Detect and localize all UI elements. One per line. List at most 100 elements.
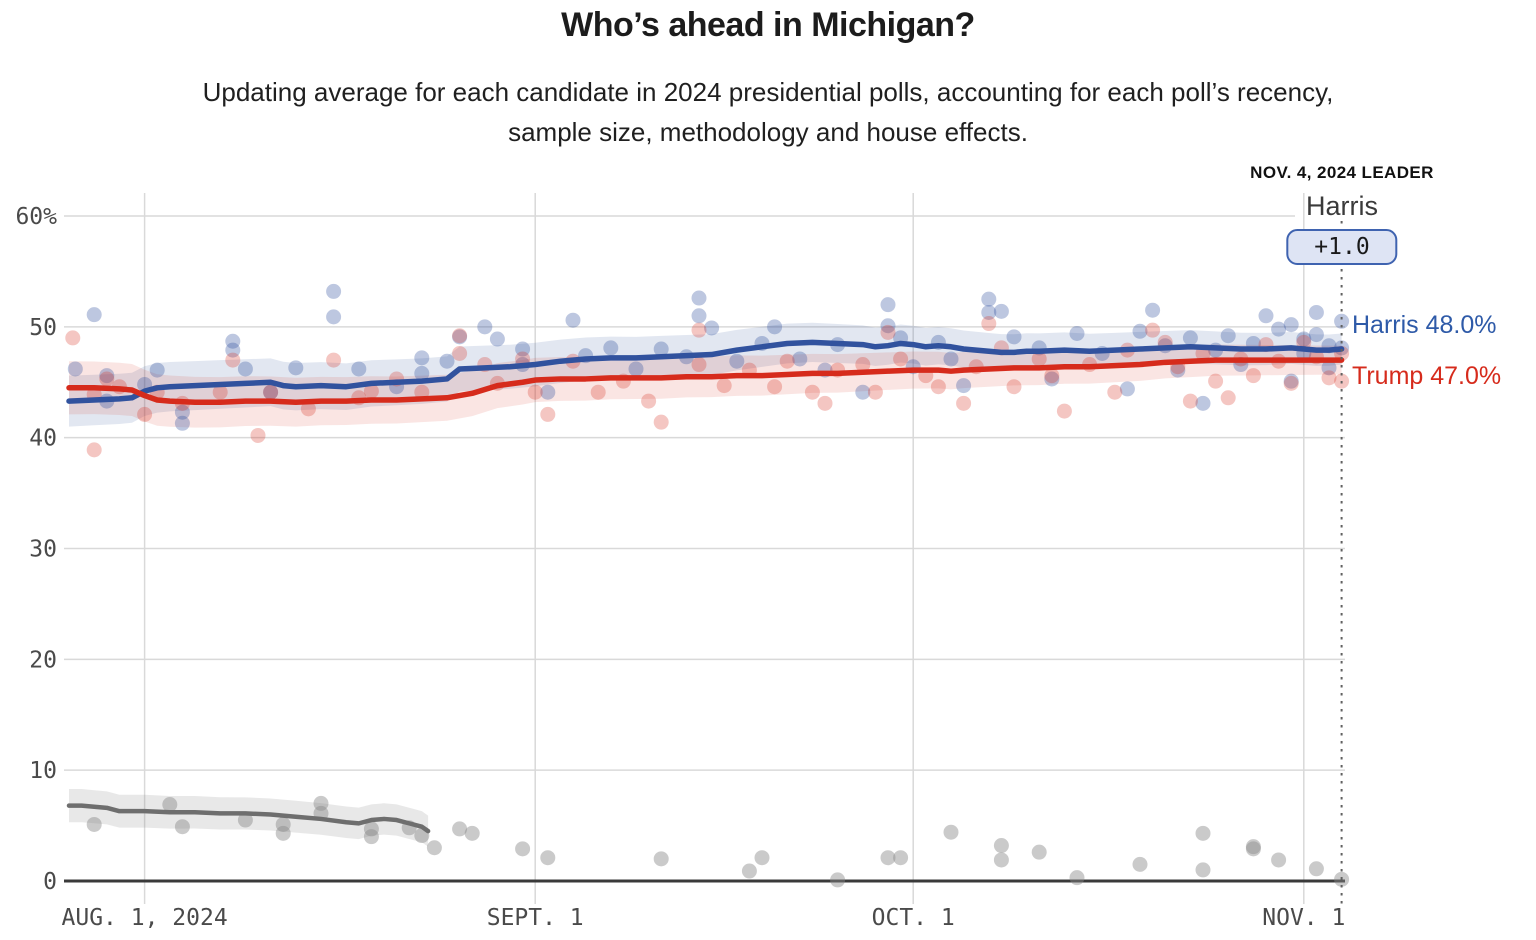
trump-poll-dot: [527, 384, 543, 400]
harris-poll-dot: [880, 297, 896, 313]
harris-poll-dot: [1044, 371, 1060, 387]
harris-poll-dot: [1296, 331, 1312, 347]
kennedy-poll-dot: [1195, 825, 1211, 841]
trump-poll-dot: [1031, 351, 1047, 367]
harris-poll-dot: [956, 378, 972, 394]
harris-poll-dot: [1271, 321, 1287, 337]
harris-poll-dot: [1132, 323, 1148, 339]
harris-poll-dot: [414, 350, 430, 366]
kennedy-poll-dot: [363, 821, 379, 837]
y-tick-label-40: 40: [29, 426, 57, 452]
subtitle-line-1: Updating average for each candidate in 2…: [202, 77, 1334, 107]
trump-poll-dot: [1220, 390, 1236, 406]
trump-poll-dot: [225, 352, 241, 368]
trump-poll-dot: [855, 357, 871, 373]
trump-poll-dot: [930, 379, 946, 395]
harris-poll-dot: [439, 353, 455, 369]
kennedy-poll-dot: [943, 824, 959, 840]
kennedy-poll-dot: [313, 795, 329, 811]
kennedy-uncertainty-band: [69, 789, 429, 847]
harris-poll-dot: [237, 361, 253, 377]
harris-poll-dot: [981, 291, 997, 307]
y-tick-label-10: 10: [29, 758, 57, 784]
trump-average-line: [66, 357, 1345, 405]
harris-poll-dot: [1283, 317, 1299, 333]
harris-poll-dot: [1170, 362, 1186, 378]
trump-poll-dot: [540, 406, 556, 422]
harris-end-label: Harris 48.0%: [1352, 311, 1497, 339]
harris-poll-dot: [67, 361, 83, 377]
trump-poll-dot: [817, 395, 833, 411]
kennedy-poll-dot: [993, 852, 1009, 868]
harris-poll-dot: [1220, 328, 1236, 344]
trump-poll-dot: [363, 383, 379, 399]
kennedy-poll-dot: [1271, 852, 1287, 868]
trump-poll-dot: [137, 406, 153, 422]
harris-poll-dot: [149, 362, 165, 378]
kennedy-poll-dot: [464, 825, 480, 841]
x-tick-label: OCT. 1: [872, 905, 955, 931]
leader-heading: NOV. 4, 2024 LEADER: [1250, 163, 1434, 182]
harris-average-line: [66, 339, 1345, 404]
kennedy-poll-dot: [1245, 839, 1261, 855]
harris-poll-dot: [263, 384, 279, 400]
harris-poll-dot: [628, 361, 644, 377]
leader-candidate-name: Harris: [1306, 191, 1378, 221]
harris-poll-dot: [515, 341, 531, 357]
kennedy-average-line: [66, 803, 431, 834]
harris-poll-dot: [993, 303, 1009, 319]
harris-poll-dot: [99, 368, 115, 384]
trump-poll-dot: [641, 393, 657, 409]
harris-poll-dot: [1334, 313, 1350, 329]
kennedy-poll-dot: [1245, 841, 1261, 857]
kennedy-poll-dot: [993, 838, 1009, 854]
trump-poll-dot: [452, 345, 468, 361]
harris-poll-dot: [792, 351, 808, 367]
kennedy-poll-dot: [653, 851, 669, 867]
trump-poll-dot: [867, 384, 883, 400]
harris-poll-dot: [1145, 302, 1161, 318]
trump-poll-dot: [880, 324, 896, 340]
harris-poll-dot: [943, 351, 959, 367]
kennedy-poll-dot: [880, 850, 896, 866]
harris-poll-dot: [225, 333, 241, 349]
trump-poll-dot: [1208, 373, 1224, 389]
x-tick-label: NOV. 1: [1262, 905, 1345, 931]
trump-poll-dot: [300, 401, 316, 417]
y-tick-label-50: 50: [29, 315, 57, 341]
harris-poll-dot: [1182, 330, 1198, 346]
trump-poll-dot: [893, 351, 909, 367]
harris-poll-dot: [326, 309, 342, 325]
kennedy-poll-dot: [741, 863, 757, 879]
trump-poll-dot: [86, 442, 102, 458]
harris-poll-dot: [351, 361, 367, 377]
kennedy-poll-dot: [1132, 856, 1148, 872]
trump-poll-dot: [804, 384, 820, 400]
kennedy-poll-dot: [754, 850, 770, 866]
trump-poll-dot: [263, 384, 279, 400]
trump-poll-dot: [1182, 393, 1198, 409]
trump-end-label: Trump 47.0%: [1352, 362, 1502, 390]
trump-poll-dot: [779, 353, 795, 369]
kennedy-poll-dot: [540, 850, 556, 866]
trump-poll-dot: [250, 427, 266, 443]
harris-poll-dot: [1308, 327, 1324, 343]
kennedy-poll-dot: [86, 816, 102, 832]
leader-margin-badge: +1.0: [1286, 229, 1398, 265]
harris-poll-dot: [1258, 308, 1274, 324]
page-subtitle: Updating average for each candidate in 2…: [0, 72, 1536, 152]
trump-poll-dot: [716, 378, 732, 394]
page-title: Who’s ahead in Michigan?: [561, 6, 975, 44]
trump-poll-dot: [99, 371, 115, 387]
kennedy-poll-dot: [1069, 870, 1085, 886]
trump-poll-dot: [326, 352, 342, 368]
trump-poll-dot: [1145, 322, 1161, 338]
trump-poll-dot: [212, 384, 228, 400]
harris-poll-dot: [691, 290, 707, 306]
harris-poll-dot: [729, 353, 745, 369]
kennedy-poll-dot: [363, 829, 379, 845]
trump-poll-dot: [1006, 379, 1022, 395]
kennedy-poll-dot: [515, 841, 531, 857]
